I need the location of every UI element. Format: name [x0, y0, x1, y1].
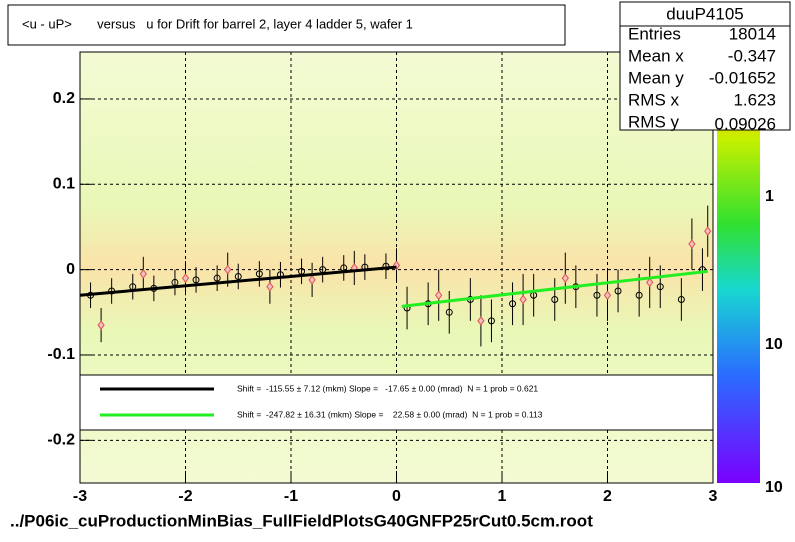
data-point	[97, 320, 105, 330]
data-point	[139, 269, 147, 279]
data-point	[445, 308, 453, 316]
data-point	[704, 226, 712, 237]
stats-title: duuP4105	[666, 4, 744, 23]
data-point	[213, 274, 221, 282]
data-point	[224, 264, 232, 275]
data-point	[677, 296, 685, 304]
stats-box	[619, 1, 791, 131]
stats-label: Mean x	[628, 46, 684, 65]
data-point	[561, 273, 569, 284]
data-point	[192, 276, 200, 284]
x-tick-label: -2	[178, 488, 192, 505]
plot-area	[79, 52, 714, 483]
data-point	[688, 239, 696, 249]
footer: ../P06ic_cuProductionMinBias_FullFieldPl…	[10, 511, 593, 530]
data-point	[614, 287, 622, 295]
x-tick-label: -1	[284, 488, 298, 505]
data-point	[646, 277, 654, 288]
y-tick-label: -0.1	[47, 346, 75, 363]
color-axis-label: 1	[765, 188, 774, 205]
title-box	[7, 4, 566, 46]
stats-value: -0.347	[728, 46, 776, 65]
data-point	[603, 290, 612, 301]
data-point	[181, 273, 190, 284]
stats-label: Entries	[628, 24, 681, 43]
data-point	[234, 272, 242, 280]
data-point	[308, 275, 316, 285]
data-point	[435, 290, 443, 301]
data-point	[519, 294, 527, 305]
data-point	[255, 270, 263, 278]
stats-value: 1.623	[733, 90, 776, 109]
color-axis-label: 10	[765, 479, 783, 496]
data-point	[266, 281, 274, 292]
chart-title: <u - uP> versus u for Drift for barrel 2…	[22, 16, 413, 31]
y-tick-label: 0.2	[53, 90, 75, 107]
x-tick-label: 1	[498, 488, 507, 505]
data-point	[551, 296, 559, 304]
data-point	[593, 291, 601, 299]
stats-value: -0.01652	[709, 68, 776, 87]
legend	[79, 374, 714, 431]
legend-label: Shift = -247.82 ± 16.31 (mkm) Slope = 22…	[237, 409, 543, 419]
x-tick-label: 2	[603, 488, 612, 505]
data-point	[487, 317, 495, 325]
data-point	[635, 291, 643, 299]
stats-label: RMS x	[628, 90, 680, 109]
y-tick-label: 0	[66, 261, 75, 278]
data-point	[509, 300, 517, 308]
stats-value: 0.09026	[715, 114, 776, 133]
data-point	[477, 316, 485, 326]
legend-label: Shift = -115.55 ± 7.12 (mkm) Slope = -17…	[237, 383, 538, 393]
y-tick-label: 0.1	[53, 176, 75, 193]
y-tick-label: -0.2	[47, 432, 75, 449]
fit-line	[79, 265, 397, 297]
stats-label: RMS y	[628, 112, 680, 131]
stats-label: Mean y	[628, 68, 684, 87]
x-tick-label: -3	[73, 488, 87, 505]
color-axis-label: 10	[765, 336, 783, 353]
data-point	[656, 283, 664, 291]
stats-value: 18014	[729, 24, 776, 43]
x-tick-label: 3	[709, 488, 718, 505]
x-tick-label: 0	[392, 488, 401, 505]
fit-line	[401, 269, 708, 308]
frame	[79, 51, 714, 484]
